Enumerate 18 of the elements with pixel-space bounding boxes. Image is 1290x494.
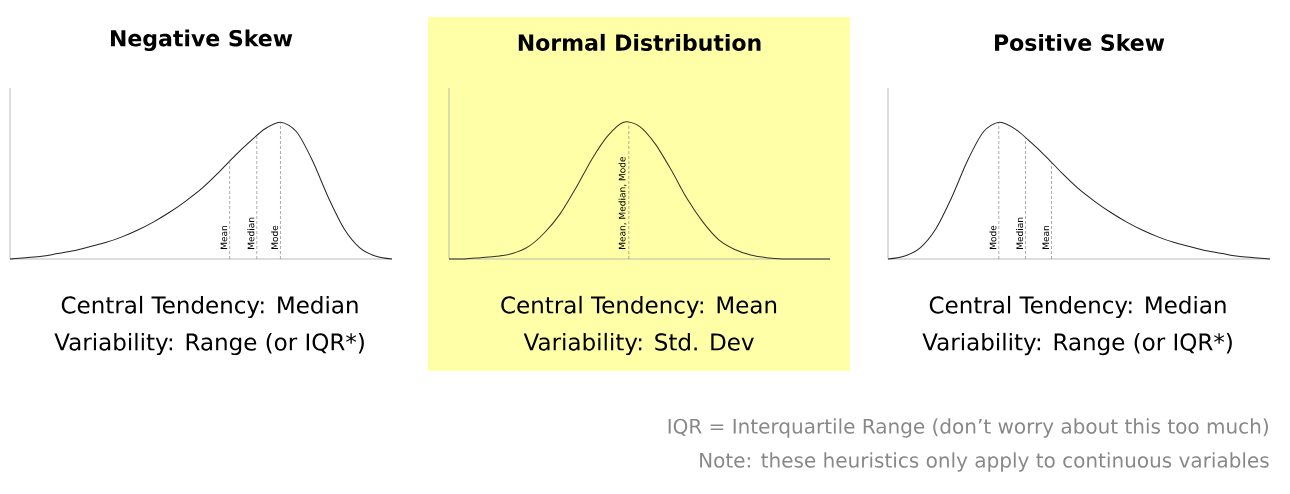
annotation: Mean, Median, Mode bbox=[618, 157, 627, 249]
text: Variability: Range (or IQR*) bbox=[922, 332, 1232, 356]
annotation: Mean bbox=[1042, 225, 1050, 249]
chart-title: Positive Skew bbox=[995, 33, 1165, 51]
annotation: Mean bbox=[220, 225, 228, 249]
annotation: Median bbox=[247, 217, 255, 249]
text: Central Tendency: Median bbox=[61, 295, 358, 319]
text: Variability: Range (or IQR*) bbox=[54, 332, 364, 356]
text: Central Tendency: Mean bbox=[501, 295, 777, 319]
text: Variability: Std. Dev bbox=[523, 332, 754, 356]
annotation: Mode bbox=[989, 225, 997, 249]
annotation: Median bbox=[1016, 217, 1024, 249]
text: Note: these heuristics only apply to continuous variables bbox=[700, 452, 1269, 472]
chart-title: Negative Skew bbox=[110, 29, 293, 51]
annotation: Mode bbox=[271, 225, 279, 249]
chart-title: Normal Distribution bbox=[518, 33, 761, 51]
text: Central Tendency: Median bbox=[929, 295, 1226, 319]
text: IQR = Interquartile Range (don’t worry about this too much) bbox=[668, 418, 1268, 438]
